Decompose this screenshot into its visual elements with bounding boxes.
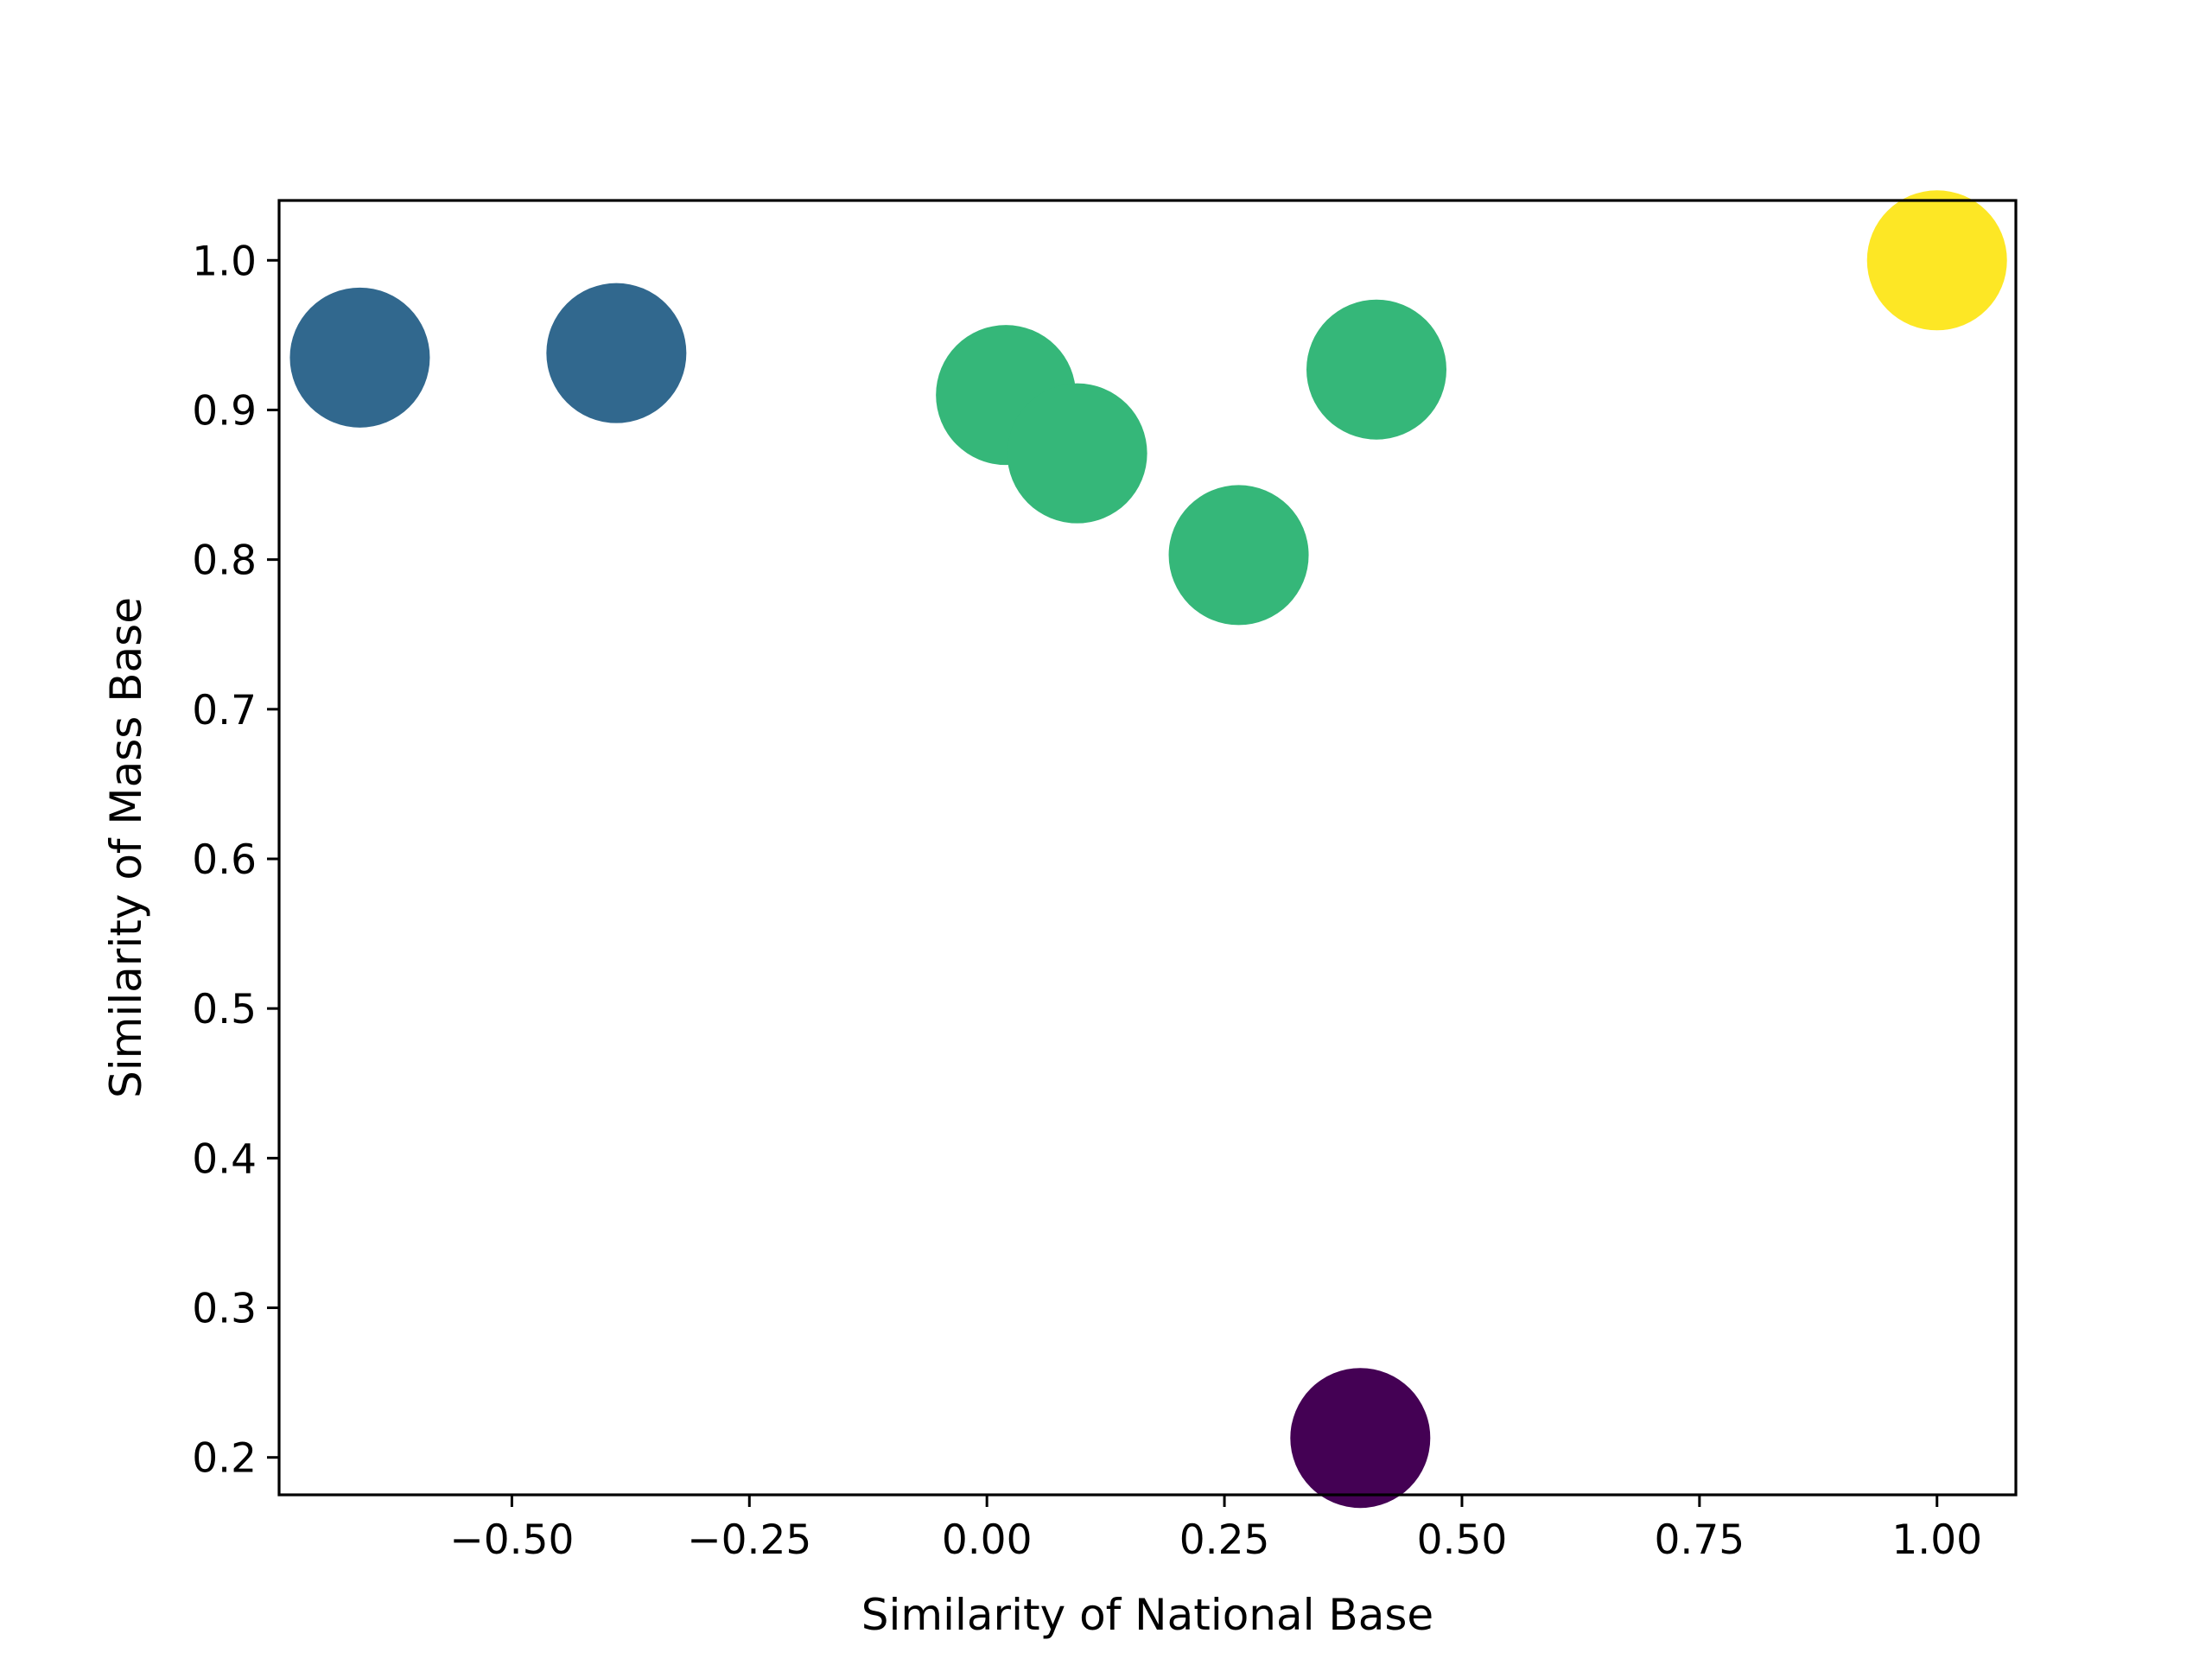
x-tick-label: 0.00: [942, 1516, 1033, 1564]
scatter-point: [1866, 190, 2007, 331]
scatter-point: [1306, 299, 1446, 440]
y-axis-ticks: 0.2 0.3 0.4 0.5 0.6 0.7 0.8 0.9 1.0: [192, 238, 279, 1483]
x-tick-label: 1.00: [1891, 1516, 1982, 1564]
y-tick-label: 0.9: [192, 387, 257, 435]
y-tick-label: 0.5: [192, 986, 257, 1033]
x-tick-label: 0.75: [1655, 1516, 1745, 1564]
y-tick-label: 0.4: [192, 1135, 257, 1183]
y-tick-label: 0.3: [192, 1286, 257, 1333]
scatter-point: [546, 283, 687, 423]
y-tick-label: 0.6: [192, 836, 257, 884]
scatter-point: [1290, 1368, 1431, 1509]
scatter-point: [1168, 485, 1309, 626]
x-axis-ticks: −0.50 −0.25 0.00 0.25 0.50 0.75 1.00: [449, 1495, 1982, 1564]
scatter-point: [1007, 383, 1147, 524]
scatter-point: [289, 287, 430, 428]
y-tick-label: 0.2: [192, 1435, 257, 1483]
points-layer: [289, 190, 2007, 1509]
y-tick-label: 1.0: [192, 238, 257, 285]
y-tick-label: 0.8: [192, 537, 257, 585]
y-axis-label: Similarity of Mass Base: [101, 597, 151, 1098]
x-tick-label: −0.25: [687, 1516, 811, 1564]
x-axis-label: Similarity of National Base: [861, 1590, 1433, 1640]
plot-frame: [277, 199, 2018, 1497]
x-tick-label: 0.50: [1417, 1516, 1508, 1564]
y-tick-label: 0.7: [192, 687, 257, 734]
x-tick-label: −0.50: [449, 1516, 574, 1564]
x-tick-label: 0.25: [1179, 1516, 1270, 1564]
